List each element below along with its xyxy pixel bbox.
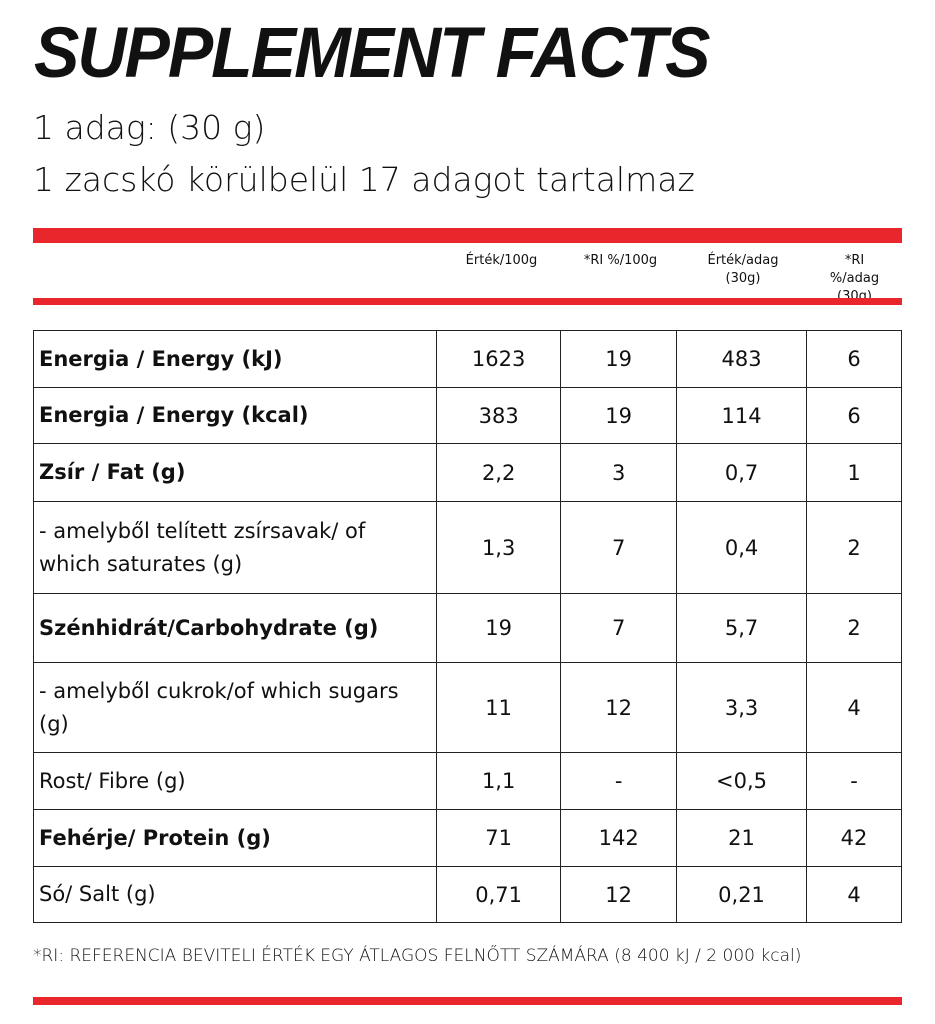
- value-cell: 1,3: [435, 501, 562, 594]
- nutrient-name: - amelyből cukrok/of which sugars (g): [33, 662, 437, 753]
- value-cell: 0,21: [675, 866, 808, 923]
- table-row: Fehérje/ Protein (g) 71 142 21 42: [33, 809, 902, 867]
- value-cell: -: [806, 752, 902, 810]
- red-bar: [33, 997, 902, 1005]
- value-cell: 0,7: [675, 443, 808, 502]
- nutrient-name: Fehérje/ Protein (g): [33, 809, 437, 867]
- value-cell: <0,5: [675, 752, 808, 810]
- value-cell: 383: [435, 387, 562, 444]
- value-cell: 12: [560, 662, 677, 753]
- table-row: Energia / Energy (kcal) 383 19 114 6: [33, 387, 902, 444]
- value-cell: 7: [560, 501, 677, 594]
- value-cell: 11: [435, 662, 562, 753]
- nutrient-name: Szénhidrát/Carbohydrate (g): [33, 593, 437, 663]
- nutrient-name: - amelyből telített zsírsavak/ of which …: [33, 501, 437, 594]
- nutrient-name: Só/ Salt (g): [33, 866, 437, 923]
- red-bar: [33, 228, 902, 243]
- nutrient-name: Zsír / Fat (g): [33, 443, 437, 502]
- column-header: Érték/adag (30g): [707, 253, 779, 286]
- table-row: Rost/ Fibre (g) 1,1- <0,5-: [33, 752, 902, 810]
- value-cell: 0,71: [435, 866, 562, 923]
- red-bar: [33, 298, 902, 305]
- value-cell: -: [560, 752, 677, 810]
- value-cell: 19: [560, 330, 677, 388]
- value-cell: 1,1: [435, 752, 562, 810]
- value-cell: 2: [806, 593, 902, 663]
- column-header: Érték/100g: [465, 253, 538, 268]
- value-cell: 5,7: [675, 593, 808, 663]
- value-cell: 1: [806, 443, 902, 502]
- value-cell: 1623: [435, 330, 562, 388]
- value-cell: 19: [435, 593, 562, 663]
- nutrient-name: Energia / Energy (kJ): [33, 330, 437, 388]
- value-cell: 42: [806, 809, 902, 867]
- value-cell: 4: [806, 662, 902, 753]
- value-cell: 142: [560, 809, 677, 867]
- table-row: Energia / Energy (kJ) 1623 19 483 6: [33, 330, 902, 388]
- value-cell: 12: [560, 866, 677, 923]
- value-cell: 3: [560, 443, 677, 502]
- value-cell: 114: [675, 387, 808, 444]
- value-cell: 19: [560, 387, 677, 444]
- nutrition-table: Energia / Energy (kJ) 1623 19 483 6 Energia /…: [33, 330, 902, 923]
- value-cell: 6: [806, 387, 902, 444]
- value-cell: 7: [560, 593, 677, 663]
- table-row: Szénhidrát/Carbohydrate (g) 19 7 5,7 2: [33, 593, 902, 663]
- table-row: Só/ Salt (g) 0,71 12 0,21 4: [33, 866, 902, 923]
- column-header: *RI %/100g: [583, 253, 658, 268]
- value-cell: 6: [806, 330, 902, 388]
- table-row: - amelyből cukrok/of which sugars (g) 11 1…: [33, 662, 902, 753]
- footnote: *RI: REFERENCIA BEVITELI ÉRTÉK EGY ÁTLAG…: [33, 946, 802, 966]
- nutrient-name: Rost/ Fibre (g): [33, 752, 437, 810]
- serving-size: 1 adag: (30 g): [33, 108, 266, 147]
- value-cell: 71: [435, 809, 562, 867]
- servings-per-pack: 1 zacskó körülbelül 17 adagot tartalmaz: [33, 160, 695, 199]
- value-cell: 0,4: [675, 501, 808, 594]
- value-cell: 2,2: [435, 443, 562, 502]
- value-cell: 2: [806, 501, 902, 594]
- nutrient-name: Energia / Energy (kcal): [33, 387, 437, 444]
- value-cell: 3,3: [675, 662, 808, 753]
- table-row: - amelyből telített zsírsavak/ of which …: [33, 501, 902, 594]
- value-cell: 4: [806, 866, 902, 923]
- title: SUPPLEMENT FACTS: [34, 13, 710, 93]
- value-cell: 21: [675, 809, 808, 867]
- value-cell: 483: [675, 330, 808, 388]
- table-row: Zsír / Fat (g) 2,2 3 0,7 1: [33, 443, 902, 502]
